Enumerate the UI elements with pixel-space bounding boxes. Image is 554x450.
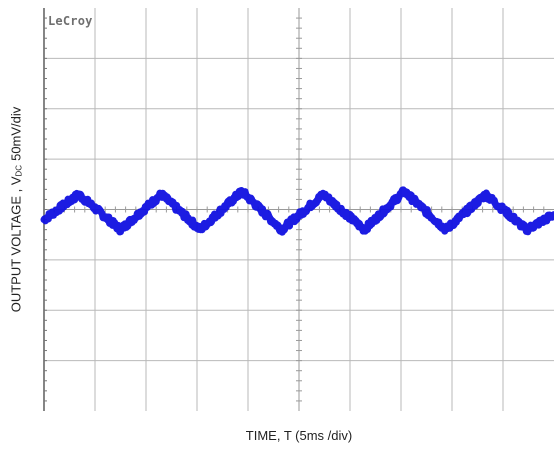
y-axis-label: OUTPUT VOLTAGE , VDC 50mV/div (2, 8, 30, 410)
scope-brand-logo: LeCroy (48, 14, 93, 28)
y-axis-label-main: OUTPUT VOLTAGE , V (8, 175, 24, 312)
y-axis-label-subscript: DC (14, 164, 24, 176)
y-axis-label-unit: 50mV/div (8, 106, 24, 161)
voltage-trace (40, 186, 554, 236)
x-axis-label: TIME, T (5ms /div) (245, 428, 353, 443)
voltage-trace-line (40, 186, 554, 236)
